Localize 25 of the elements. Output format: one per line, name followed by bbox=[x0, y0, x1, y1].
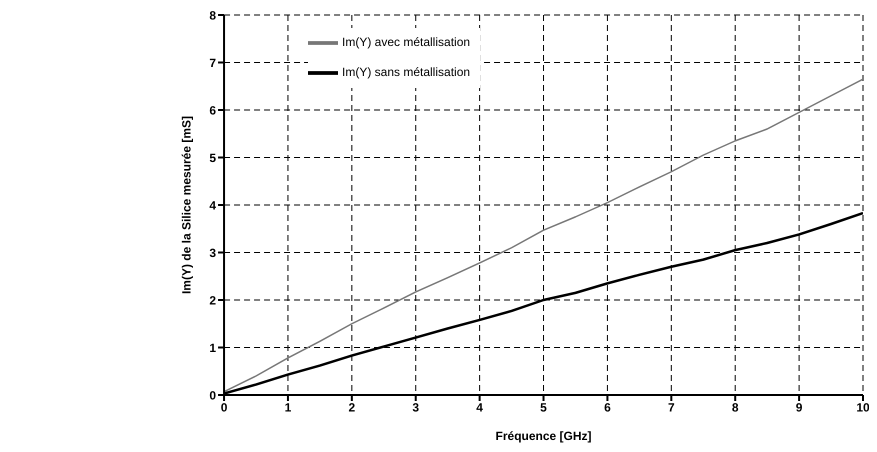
x-tick-label: 10 bbox=[856, 400, 870, 415]
x-axis-title: Fréquence [GHz] bbox=[496, 429, 592, 443]
y-tick-label: 2 bbox=[209, 293, 216, 308]
x-tick-label: 7 bbox=[668, 400, 675, 415]
x-tick-label: 2 bbox=[348, 400, 356, 415]
x-tick-label: 4 bbox=[476, 400, 484, 415]
x-tick-label: 1 bbox=[284, 400, 292, 415]
legend-label: Im(Y) sans métallisation bbox=[342, 65, 470, 80]
x-tick-label: 9 bbox=[796, 400, 803, 415]
y-tick-label: 3 bbox=[209, 246, 216, 260]
y-tick-label: 6 bbox=[209, 103, 216, 118]
y-tick-label: 8 bbox=[209, 8, 216, 22]
y-tick-label: 1 bbox=[209, 340, 216, 355]
x-tick-label: 5 bbox=[540, 400, 548, 415]
x-tick-label: 6 bbox=[604, 400, 612, 415]
legend-label: Im(Y) avec métallisation bbox=[342, 35, 470, 50]
x-tick-label: 8 bbox=[732, 400, 739, 415]
y-tick-label: 0 bbox=[209, 388, 216, 402]
y-tick-label: 4 bbox=[209, 198, 216, 212]
line-series bbox=[224, 78, 863, 392]
y-tick-label: 7 bbox=[209, 56, 216, 70]
x-tick-label: 0 bbox=[220, 400, 228, 415]
y-tick-label: 5 bbox=[209, 150, 216, 165]
y-axis-title: Im(Y) de la Silice mesurée [mS] bbox=[179, 116, 194, 294]
x-tick-label: 3 bbox=[412, 400, 420, 415]
